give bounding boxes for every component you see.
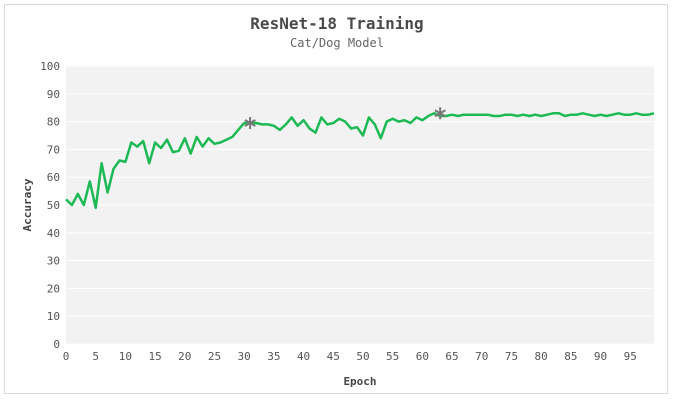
y-tick-label: 0 <box>53 338 60 351</box>
x-tick-label: 80 <box>535 350 548 363</box>
x-tick-label: 25 <box>208 350 221 363</box>
accuracy-line <box>65 112 655 210</box>
x-tick-label: 15 <box>148 350 161 363</box>
y-tick-label: 10 <box>47 310 60 323</box>
x-tick-label: 95 <box>624 350 637 363</box>
x-tick-label: 50 <box>356 350 369 363</box>
x-tick-label: 90 <box>594 350 607 363</box>
best-accuracy-marker <box>434 107 446 120</box>
x-tick-label: 10 <box>119 350 132 363</box>
y-tick-label: 50 <box>47 199 60 212</box>
chart-title: ResNet-18 Training <box>250 14 424 33</box>
x-tick-label: 30 <box>238 350 251 363</box>
x-tick-label: 55 <box>386 350 399 363</box>
chart-subtitle: Cat/Dog Model <box>290 36 384 50</box>
grid-lines <box>66 65 654 345</box>
x-axis-label: Epoch <box>343 375 376 388</box>
y-axis-label: Accuracy <box>21 178 34 231</box>
x-tick-label: 20 <box>178 350 191 363</box>
best-markers <box>244 107 446 129</box>
x-tick-label: 5 <box>92 350 99 363</box>
x-tick-label: 85 <box>564 350 577 363</box>
x-tick-label: 65 <box>445 350 458 363</box>
x-axis-ticks: 0 5 10 15 20 25 30 35 40 45 50 55 60 65 70 75 80 85 90 95 <box>63 350 637 363</box>
x-tick-label: 35 <box>267 350 280 363</box>
y-tick-label: 20 <box>47 282 60 295</box>
y-axis-ticks: 0 10 20 30 40 50 60 70 80 90 100 <box>40 60 60 351</box>
y-tick-label: 70 <box>47 143 60 156</box>
x-tick-label: 75 <box>505 350 518 363</box>
x-tick-label: 45 <box>327 350 340 363</box>
y-tick-label: 80 <box>47 116 60 129</box>
best-accuracy-marker <box>244 116 256 129</box>
x-tick-label: 70 <box>475 350 488 363</box>
y-tick-label: 30 <box>47 255 60 268</box>
y-tick-label: 60 <box>47 171 60 184</box>
x-tick-label: 0 <box>63 350 70 363</box>
y-tick-label: 100 <box>40 60 60 73</box>
x-tick-label: 60 <box>416 350 429 363</box>
y-tick-label: 40 <box>47 227 60 240</box>
y-tick-label: 90 <box>47 88 60 101</box>
x-tick-label: 40 <box>297 350 310 363</box>
